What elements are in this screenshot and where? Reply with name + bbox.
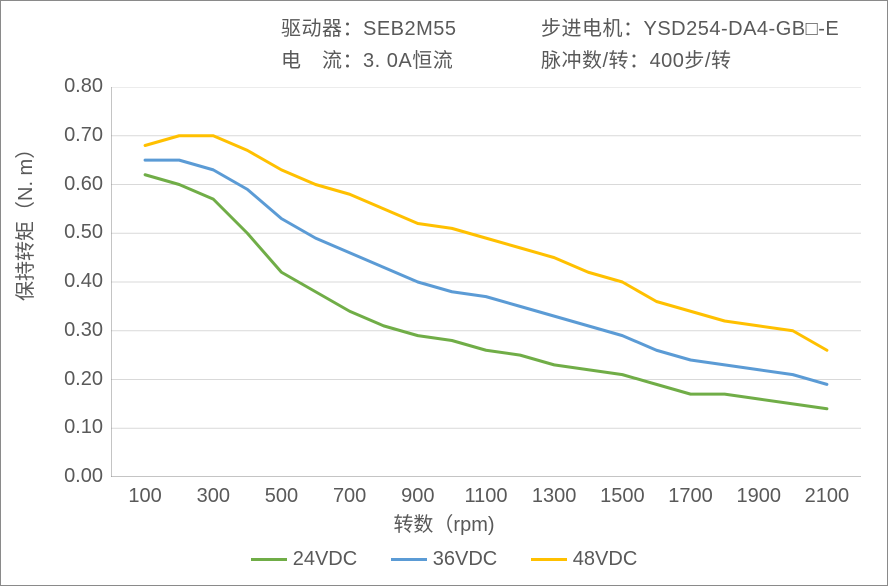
legend-label-36v: 36VDC [433,548,497,571]
current-value: 3. 0A恒流 [363,50,453,72]
y-tick-label: 0.70 [64,124,103,147]
y-tick-label: 0.10 [64,416,103,439]
plot-svg [111,87,861,477]
y-tick-label: 0.50 [64,221,103,244]
x-tick-label: 1700 [666,485,716,508]
x-tick-label: 1500 [597,485,647,508]
legend-item-48v: 48VDC [531,548,637,571]
motor-value: YSD254-DA4-GB□-E [644,18,840,40]
x-axis-title: 转数（rpm) [1,508,887,537]
x-tick-label: 500 [256,485,306,508]
current-label: 电 流： [281,50,363,72]
x-tick-label: 2100 [802,485,852,508]
legend-label-48v: 48VDC [573,548,637,571]
legend-label-24v: 24VDC [293,548,357,571]
legend: 24VDC 36VDC 48VDC [1,544,887,571]
legend-item-36v: 36VDC [391,548,497,571]
driver-label: 驱动器： [281,18,363,40]
x-tick-label: 900 [393,485,443,508]
x-tick-label: 1100 [461,485,511,508]
meta-row-1: 驱动器：SEB2M55 步进电机：YSD254-DA4-GB□-E [281,13,869,45]
pulse-value: 400步/转 [650,50,732,72]
pulse-label: 脉冲数/转： [541,50,650,72]
plot-area [111,87,861,477]
meta-row-2: 电 流：3. 0A恒流 脉冲数/转：400步/转 [281,45,869,77]
y-tick-label: 0.80 [64,75,103,98]
x-tick-label: 1900 [734,485,784,508]
x-tick-label: 700 [325,485,375,508]
legend-item-24v: 24VDC [251,548,357,571]
x-tick-label: 1300 [529,485,579,508]
y-tick-label: 0.60 [64,173,103,196]
chart-metadata: 驱动器：SEB2M55 步进电机：YSD254-DA4-GB□-E 电 流：3.… [281,13,869,77]
x-tick-label: 300 [188,485,238,508]
y-tick-label: 0.20 [64,368,103,391]
legend-swatch-48v [531,558,567,561]
chart-container: 驱动器：SEB2M55 步进电机：YSD254-DA4-GB□-E 电 流：3.… [0,0,888,586]
y-axis-title: 保持转矩（N. m） [9,139,38,301]
y-tick-label: 0.30 [64,319,103,342]
legend-swatch-24v [251,558,287,561]
x-tick-label: 100 [120,485,170,508]
motor-label: 步进电机： [541,18,644,40]
driver-value: SEB2M55 [363,18,457,40]
y-tick-label: 0.00 [64,465,103,488]
legend-swatch-36v [391,558,427,561]
y-tick-label: 0.40 [64,270,103,293]
